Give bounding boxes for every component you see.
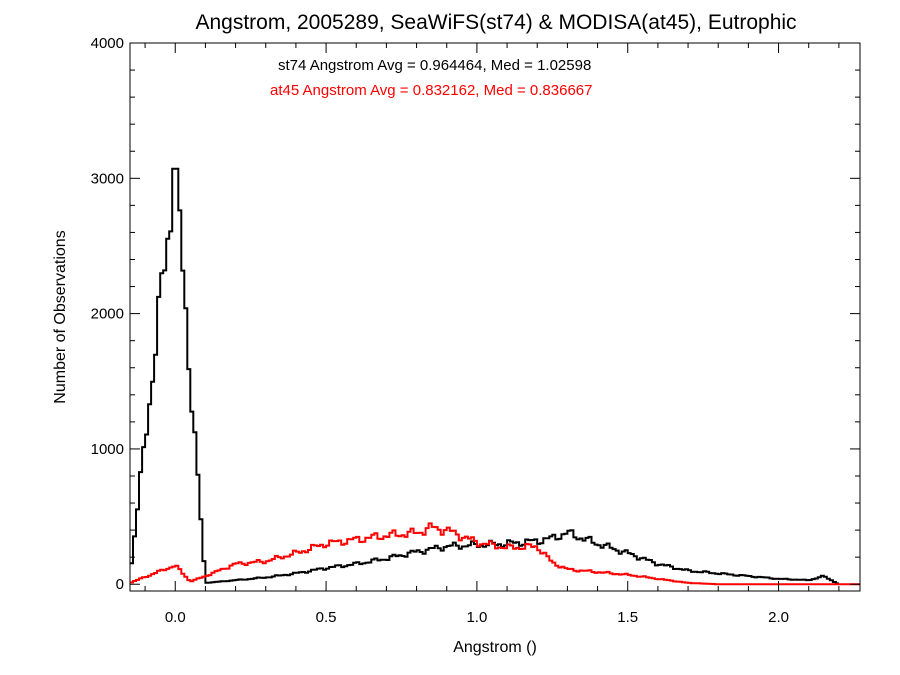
series-2-histogram-line (130, 522, 860, 586)
series-layer (130, 167, 860, 586)
at45-stats-annotation: at45 Angstrom Avg = 0.832162, Med = 0.83… (270, 82, 592, 99)
y-axis-label: Number of Observations (52, 230, 69, 403)
y-tick-label: 2000 (91, 306, 124, 323)
y-tick-label: 4000 (91, 35, 124, 52)
x-tick-label: 0.5 (316, 609, 337, 626)
x-tick-label: 0.0 (165, 609, 186, 626)
x-tick-label: 2.0 (768, 609, 789, 626)
x-axis-label: Angstrom () (453, 639, 537, 656)
ticks-layer: 0.0 0.5 1.0 1.5 2.0 0 1000 2000 3000 4000 (91, 35, 860, 626)
plot-frame (129, 42, 861, 592)
y-tick-label: 3000 (91, 170, 124, 187)
series-1-histogram-line (130, 167, 839, 585)
x-tick-label: 1.0 (466, 609, 487, 626)
y-tick-label: 1000 (91, 441, 124, 458)
st74-stats-annotation: st74 Angstrom Avg = 0.964464, Med = 1.02… (278, 57, 591, 74)
chart-title: Angstrom, 2005289, SeaWiFS(st74) & MODIS… (195, 11, 796, 34)
x-tick-label: 1.5 (617, 609, 638, 626)
y-tick-label: 0 (116, 576, 124, 593)
